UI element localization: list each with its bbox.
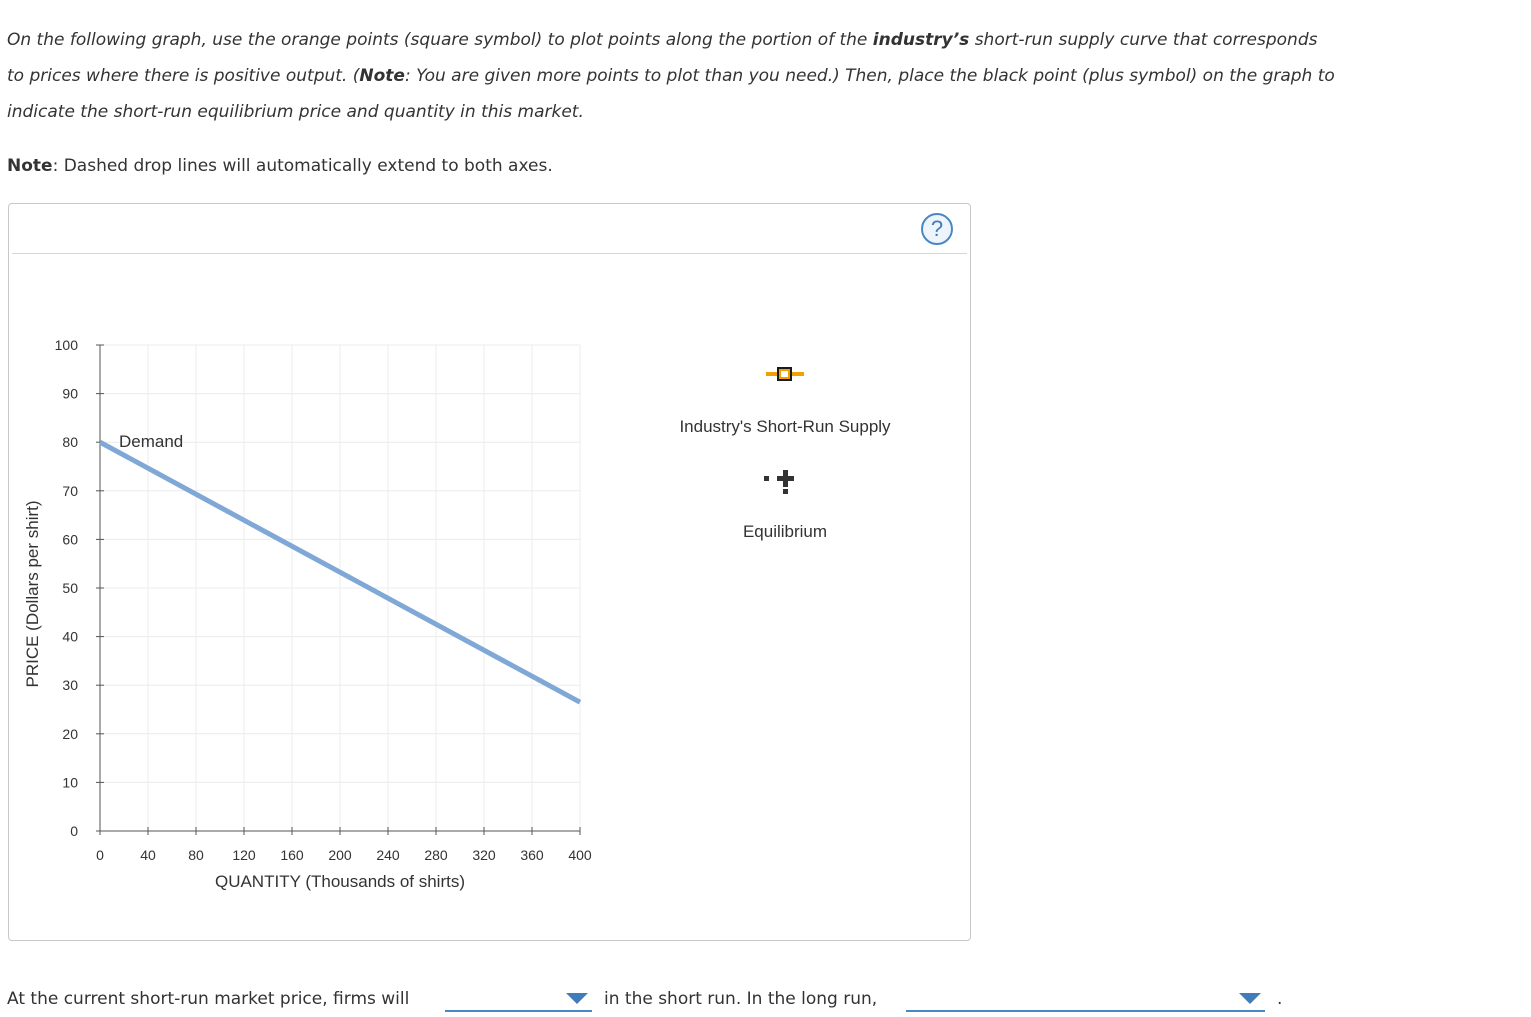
black-plus-point-icon[interactable]	[764, 468, 794, 498]
y-tick-label: 50	[62, 580, 78, 596]
short-run-action-dropdown[interactable]	[445, 986, 592, 1012]
x-tick-label: 320	[472, 847, 496, 863]
orange-square-point-icon[interactable]	[764, 366, 806, 382]
instructions-paragraph: On the following graph, use the orange p…	[7, 30, 1335, 122]
x-axis-title: QUANTITY (Thousands of shirts)	[215, 872, 465, 891]
chart-area[interactable]: 0 10 20 30 40 50 60 70 80 90 100 0 40 80 120 160 200 240 2…	[9, 204, 970, 940]
x-tick-label: 160	[280, 847, 304, 863]
x-tick-label: 40	[140, 847, 156, 863]
question-end-period: .	[1277, 989, 1283, 1009]
question-text-1: At the current short-run market price, f…	[7, 989, 410, 1009]
y-tick-label: 80	[62, 434, 78, 450]
chart-ticks: 0 10 20 30 40 50 60 70 80 90 100 0 40 80 120 160 200 240 2…	[55, 337, 592, 863]
supply-legend-label: Industry's Short-Run Supply	[679, 417, 891, 436]
chevron-down-icon	[1239, 993, 1261, 1004]
x-tick-label: 80	[188, 847, 204, 863]
equilibrium-legend-label: Equilibrium	[742, 522, 828, 541]
y-tick-label: 30	[62, 677, 78, 693]
note-line: Note: Dashed drop lines will automatical…	[7, 156, 553, 176]
x-tick-label: 0	[96, 847, 104, 863]
chevron-down-icon	[566, 993, 588, 1004]
help-button[interactable]: ?	[921, 213, 953, 245]
panel-header-divider	[12, 253, 967, 254]
question-text-2: in the short run. In the long run,	[604, 989, 878, 1009]
x-tick-label: 360	[520, 847, 544, 863]
x-tick-label: 120	[232, 847, 256, 863]
x-tick-label: 280	[424, 847, 448, 863]
y-tick-label: 10	[62, 774, 78, 790]
chart-grid	[100, 344, 581, 831]
graph-panel: ? 0 10 20 30 40 50 60 70 80 90 100 0 40 80 120 160 200 24…	[8, 203, 971, 941]
y-tick-label: 0	[70, 823, 78, 839]
x-tick-label: 240	[376, 847, 400, 863]
x-tick-label: 200	[328, 847, 352, 863]
x-tick-label: 400	[568, 847, 592, 863]
y-tick-label: 70	[62, 483, 78, 499]
y-tick-label: 90	[62, 386, 78, 402]
long-run-outcome-dropdown[interactable]	[906, 986, 1265, 1012]
demand-curve-label: Demand	[119, 432, 183, 451]
demand-curve	[98, 440, 582, 705]
y-tick-label: 20	[62, 726, 78, 742]
question-mark-icon: ?	[930, 216, 944, 241]
y-axis-title: PRICE (Dollars per shirt)	[23, 500, 42, 687]
y-tick-label: 40	[62, 629, 78, 645]
y-tick-label: 100	[55, 337, 79, 353]
y-tick-label: 60	[62, 531, 78, 547]
chart-series: Demand	[98, 432, 582, 705]
